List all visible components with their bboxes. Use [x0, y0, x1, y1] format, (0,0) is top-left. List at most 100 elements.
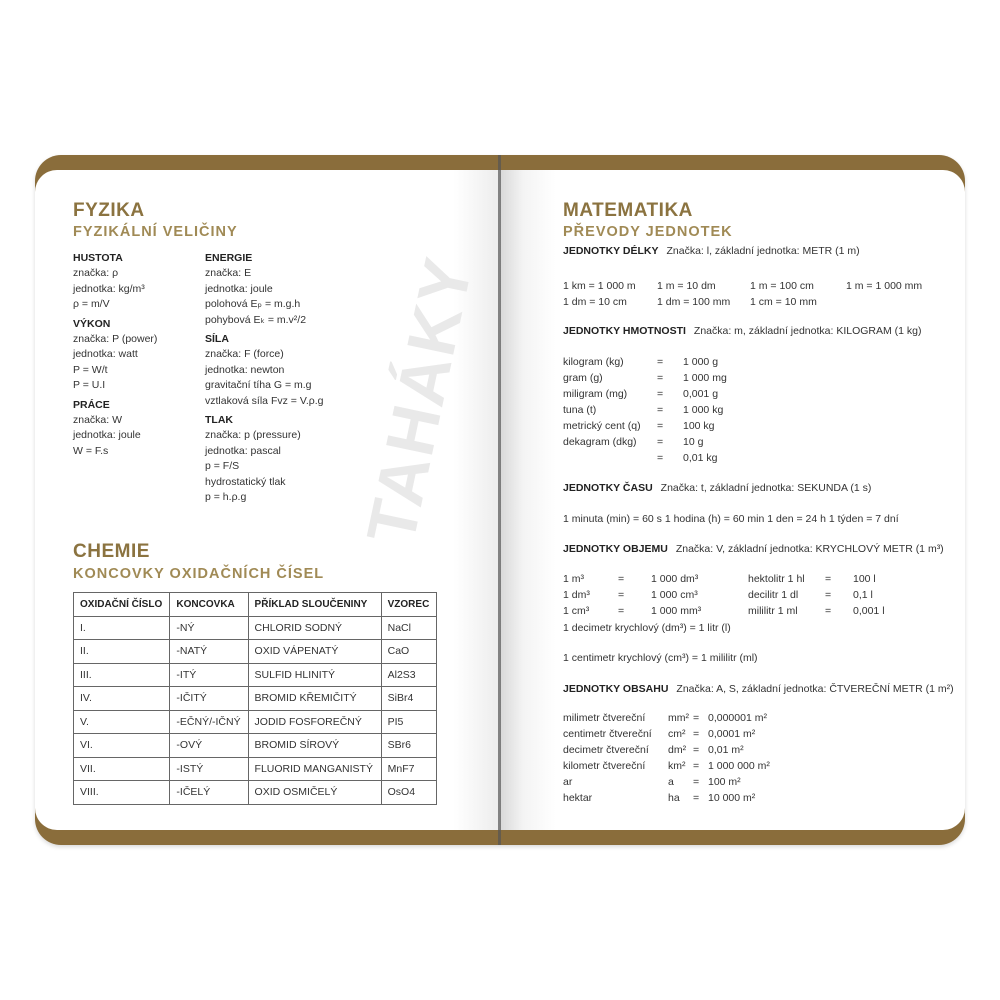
section-label: JEDNOTKY ČASU	[563, 482, 653, 494]
volume-note-litre: 1 decimetr krychlový (dm³) = 1 litr (l)	[563, 622, 731, 634]
length-conversion: 1 dm = 10 cm	[563, 296, 627, 308]
table-cell: SiBr4	[380, 686, 438, 711]
quantity-line: jednotka: pascal	[205, 444, 281, 457]
section-note: Značka: l, základní jednotka: METR (1 m)	[666, 245, 860, 257]
table-cell: I.	[72, 615, 171, 640]
quantity-heading: VÝKON	[73, 317, 111, 330]
quantity-heading: ENERGIE	[205, 252, 253, 264]
mass-conversion: =	[657, 420, 664, 432]
mass-conversion: miligram (mg)	[563, 388, 628, 400]
volume-conversion: =	[825, 605, 832, 617]
table-cell: -ISTÝ	[169, 756, 249, 781]
spine	[498, 155, 501, 845]
table-row: II. -NATÝ OXID VÁPENATÝ CaO	[72, 639, 438, 664]
mass-conversion: 1 000 kg	[683, 404, 724, 416]
volume-conversion: 1 dm³	[563, 589, 590, 601]
area-conversion: =	[693, 744, 700, 756]
area-conversion: 1 000 000 m²	[708, 760, 770, 772]
table-cell: IV.	[72, 686, 171, 711]
section-label: JEDNOTKY DÉLKY	[563, 245, 659, 257]
area-conversion: km²	[668, 760, 686, 772]
quantity-line: ρ = m/V	[73, 298, 110, 310]
volume-note-millilitre: 1 centimetr krychlový (cm³) = 1 mililitr…	[563, 652, 758, 664]
physics-column-2: ENERGIE značka: E jednotka: joule polohová …	[205, 247, 324, 506]
area-conversion: hektar	[563, 792, 593, 804]
length-conversion: 1 m = 100 cm	[750, 280, 814, 292]
mass-conversion: 1 000 mg	[683, 372, 727, 384]
table-cell: CHLORID SODNÝ	[247, 615, 382, 640]
volume-conversion: 0,001 l	[853, 605, 885, 617]
volume-conversion: decilitr 1 dl	[748, 589, 799, 601]
volume-conversion: =	[618, 573, 625, 585]
table-row: VII. -ISTÝ FLUORID MANGANISTÝ MnF7	[72, 756, 438, 781]
section-note: Značka: m, základní jednotka: KILOGRAM (…	[693, 325, 922, 337]
mass-conversion: 0,01 kg	[683, 452, 718, 464]
quantity-line: jednotka: kg/m³	[73, 282, 145, 295]
area-conversion: =	[693, 712, 700, 724]
area-conversion: cm²	[668, 728, 686, 740]
table-cell: NaCl	[380, 615, 438, 640]
area-conversion: dm²	[668, 744, 687, 756]
area-conversion: ha	[668, 792, 680, 804]
volume-conversion: 1 000 mm³	[651, 605, 702, 617]
area-conversion: ar	[563, 776, 573, 788]
math-subtitle: PŘEVODY JEDNOTEK	[563, 224, 733, 240]
column-header: VZOREC	[380, 592, 438, 617]
quantity-line: P = W/t	[73, 363, 108, 376]
watermark: TAHÁKY	[352, 250, 488, 550]
table-cell: PI5	[380, 709, 438, 734]
area-conversion: 0,0001 m²	[708, 728, 756, 740]
table-cell: JODID FOSFOREČNÝ	[247, 709, 382, 734]
length-conversion: 1 m = 1 000 mm	[846, 280, 923, 292]
mass-heading: JEDNOTKY HMOTNOSTI Značka: m, základní je…	[563, 325, 922, 337]
mass-conversion: =	[657, 388, 664, 400]
table-row: IV. -IČITÝ BROMID KŘEMIČITÝ SiBr4	[72, 686, 438, 711]
area-conversion: 100 m²	[708, 776, 741, 788]
volume-conversion: 1 cm³	[563, 605, 590, 617]
area-conversion: milimetr čtvereční	[563, 712, 646, 724]
table-cell: VI.	[72, 733, 171, 758]
volume-conversion: hektolitr 1 hl	[748, 573, 805, 585]
quantity-line: jednotka: joule	[205, 282, 273, 295]
mass-conversion: =	[657, 436, 664, 448]
mass-conversion: =	[657, 404, 664, 416]
quantity-line: vztlaková síla Fvz = V.ρ.g	[205, 394, 324, 407]
quantity-heading: TLAK	[205, 414, 233, 426]
volume-conversion: 1 000 dm³	[651, 573, 699, 585]
table-cell: OXID VÁPENATÝ	[247, 639, 382, 664]
mass-conversion: =	[657, 452, 664, 464]
table-cell: -NATÝ	[169, 639, 249, 664]
area-conversion: kilometr čtvereční	[563, 760, 646, 772]
area-conversion: a	[668, 776, 674, 788]
physics-subtitle: FYZIKÁLNÍ VELIČINY	[73, 224, 238, 240]
volume-conversion: =	[825, 573, 832, 585]
section-note: Značka: V, základní jednotka: KRYCHLOVÝ …	[675, 543, 944, 555]
volume-conversion: 0,1 l	[853, 589, 873, 601]
area-conversion: 0,01 m²	[708, 744, 744, 756]
table-cell: -NÝ	[169, 615, 249, 640]
quantity-line: p = h.ρ.g	[205, 491, 247, 503]
table-cell: OsO4	[380, 780, 438, 805]
length-conversion: 1 km = 1 000 m	[563, 280, 636, 292]
mass-conversion: =	[657, 356, 664, 368]
mass-conversion: 100 kg	[683, 420, 715, 432]
area-conversion: mm²	[668, 712, 689, 724]
section-note: Značka: t, základní jednotka: SEKUNDA (1…	[660, 482, 872, 494]
area-conversion: =	[693, 728, 700, 740]
length-conversion: 1 dm = 100 mm	[657, 296, 731, 308]
table-cell: Al2S3	[380, 662, 438, 687]
column-header: OXIDAČNÍ ČÍSLO	[72, 592, 171, 617]
volume-conversion: =	[618, 589, 625, 601]
mass-conversion: 1 000 g	[683, 356, 719, 368]
mass-conversion: 0,001 g	[683, 388, 719, 400]
quantity-heading: HUSTOTA	[73, 252, 123, 264]
table-cell: II.	[72, 639, 171, 664]
quantity-line: gravitační tíha G = m.g	[205, 379, 312, 391]
column-header: PŘÍKLAD SLOUČENINY	[247, 592, 382, 617]
table-row: VIII. -IČELÝ OXID OSMIČELÝ OsO4	[72, 780, 438, 805]
math-title: MATEMATIKA	[563, 200, 693, 221]
quantity-line: polohová Eₚ = m.g.h	[205, 298, 301, 310]
quantity-line: jednotka: watt	[73, 348, 138, 360]
quantity-line: P = U.I	[73, 379, 106, 391]
table-cell: SBr6	[380, 733, 438, 758]
